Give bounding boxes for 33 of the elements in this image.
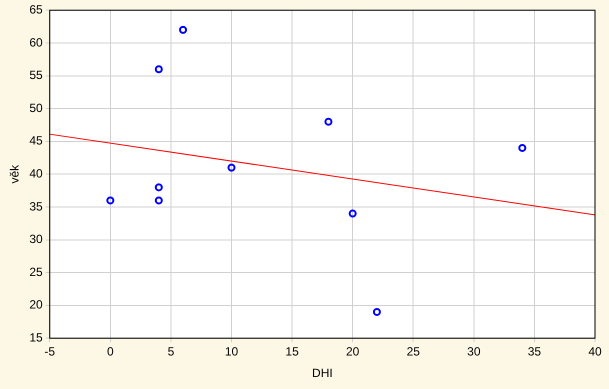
y-tick-label: 35 (29, 199, 44, 214)
point (228, 164, 236, 172)
x-tick-label: 35 (528, 344, 542, 359)
x-tick-label: 5 (168, 344, 175, 359)
y-axis-title: věk (8, 164, 22, 184)
y-tick-label: 65 (29, 2, 44, 17)
point (518, 144, 526, 152)
y-tick-label: 15 (29, 330, 44, 345)
y-tick-label: 55 (29, 68, 44, 82)
x-tick-label: 10 (224, 344, 238, 359)
x-tick-label: 30 (467, 344, 481, 359)
y-tick-label: 25 (29, 264, 44, 279)
x-tick-label: -5 (44, 344, 56, 359)
point (372, 308, 381, 316)
x-tick-label: 25 (406, 344, 420, 359)
y-tick-label: 40 (29, 166, 44, 181)
point (324, 118, 332, 126)
x-tick-label: 40 (588, 344, 602, 359)
y-tick-label: 45 (29, 134, 44, 148)
point (179, 26, 188, 34)
y-tick-label: 20 (29, 298, 44, 312)
x-tick-label: 0 (106, 344, 114, 359)
x-tick-label: 20 (346, 344, 360, 359)
x-axis-title: DHI (312, 366, 333, 380)
x-tick-label: 15 (285, 344, 300, 359)
point (348, 210, 357, 218)
y-tick-label: 30 (29, 232, 44, 246)
point (154, 65, 163, 74)
y-tick-label: 60 (29, 35, 44, 50)
y-tick-label: 50 (29, 100, 44, 115)
point (154, 183, 163, 192)
point (154, 196, 163, 204)
point (106, 196, 114, 204)
